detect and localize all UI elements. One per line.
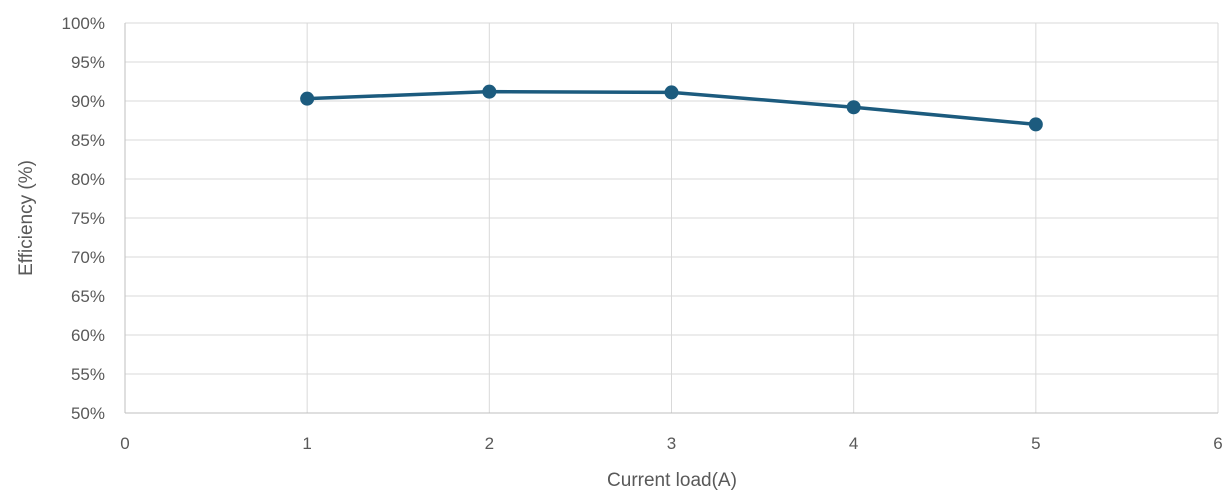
y-tick-label: 80% — [71, 170, 105, 189]
y-tick-label: 65% — [71, 287, 105, 306]
y-tick-label: 75% — [71, 209, 105, 228]
y-tick-label: 70% — [71, 248, 105, 267]
y-tick-label: 95% — [71, 53, 105, 72]
y-tick-label: 50% — [71, 404, 105, 423]
x-axis-title: Current load(A) — [607, 470, 737, 491]
data-point — [846, 100, 861, 115]
x-tick-label: 0 — [120, 434, 129, 453]
data-point — [482, 84, 497, 99]
x-tick-label: 3 — [667, 434, 676, 453]
x-tick-label: 5 — [1031, 434, 1040, 453]
tick-labels: 50% 55% 60% 65% 70% 75% 80% 85% 90% 95% 100% 0 1 2 3 4 5… — [62, 14, 1223, 453]
axes — [124, 23, 1218, 414]
y-tick-label: 60% — [71, 326, 105, 345]
series — [300, 84, 1043, 132]
grid — [125, 22, 1219, 413]
x-tick-label: 2 — [485, 434, 494, 453]
y-axis-title: Efficiency (%) — [16, 160, 37, 276]
data-point — [1028, 117, 1043, 132]
y-tick-label: 90% — [71, 92, 105, 111]
data-point — [664, 85, 679, 100]
y-tick-label: 85% — [71, 131, 105, 150]
data-point — [300, 91, 315, 106]
x-tick-label: 1 — [302, 434, 311, 453]
x-tick-label: 4 — [849, 434, 858, 453]
y-tick-label: 55% — [71, 365, 105, 384]
x-tick-label: 6 — [1213, 434, 1222, 453]
y-tick-label: 100% — [62, 14, 105, 33]
